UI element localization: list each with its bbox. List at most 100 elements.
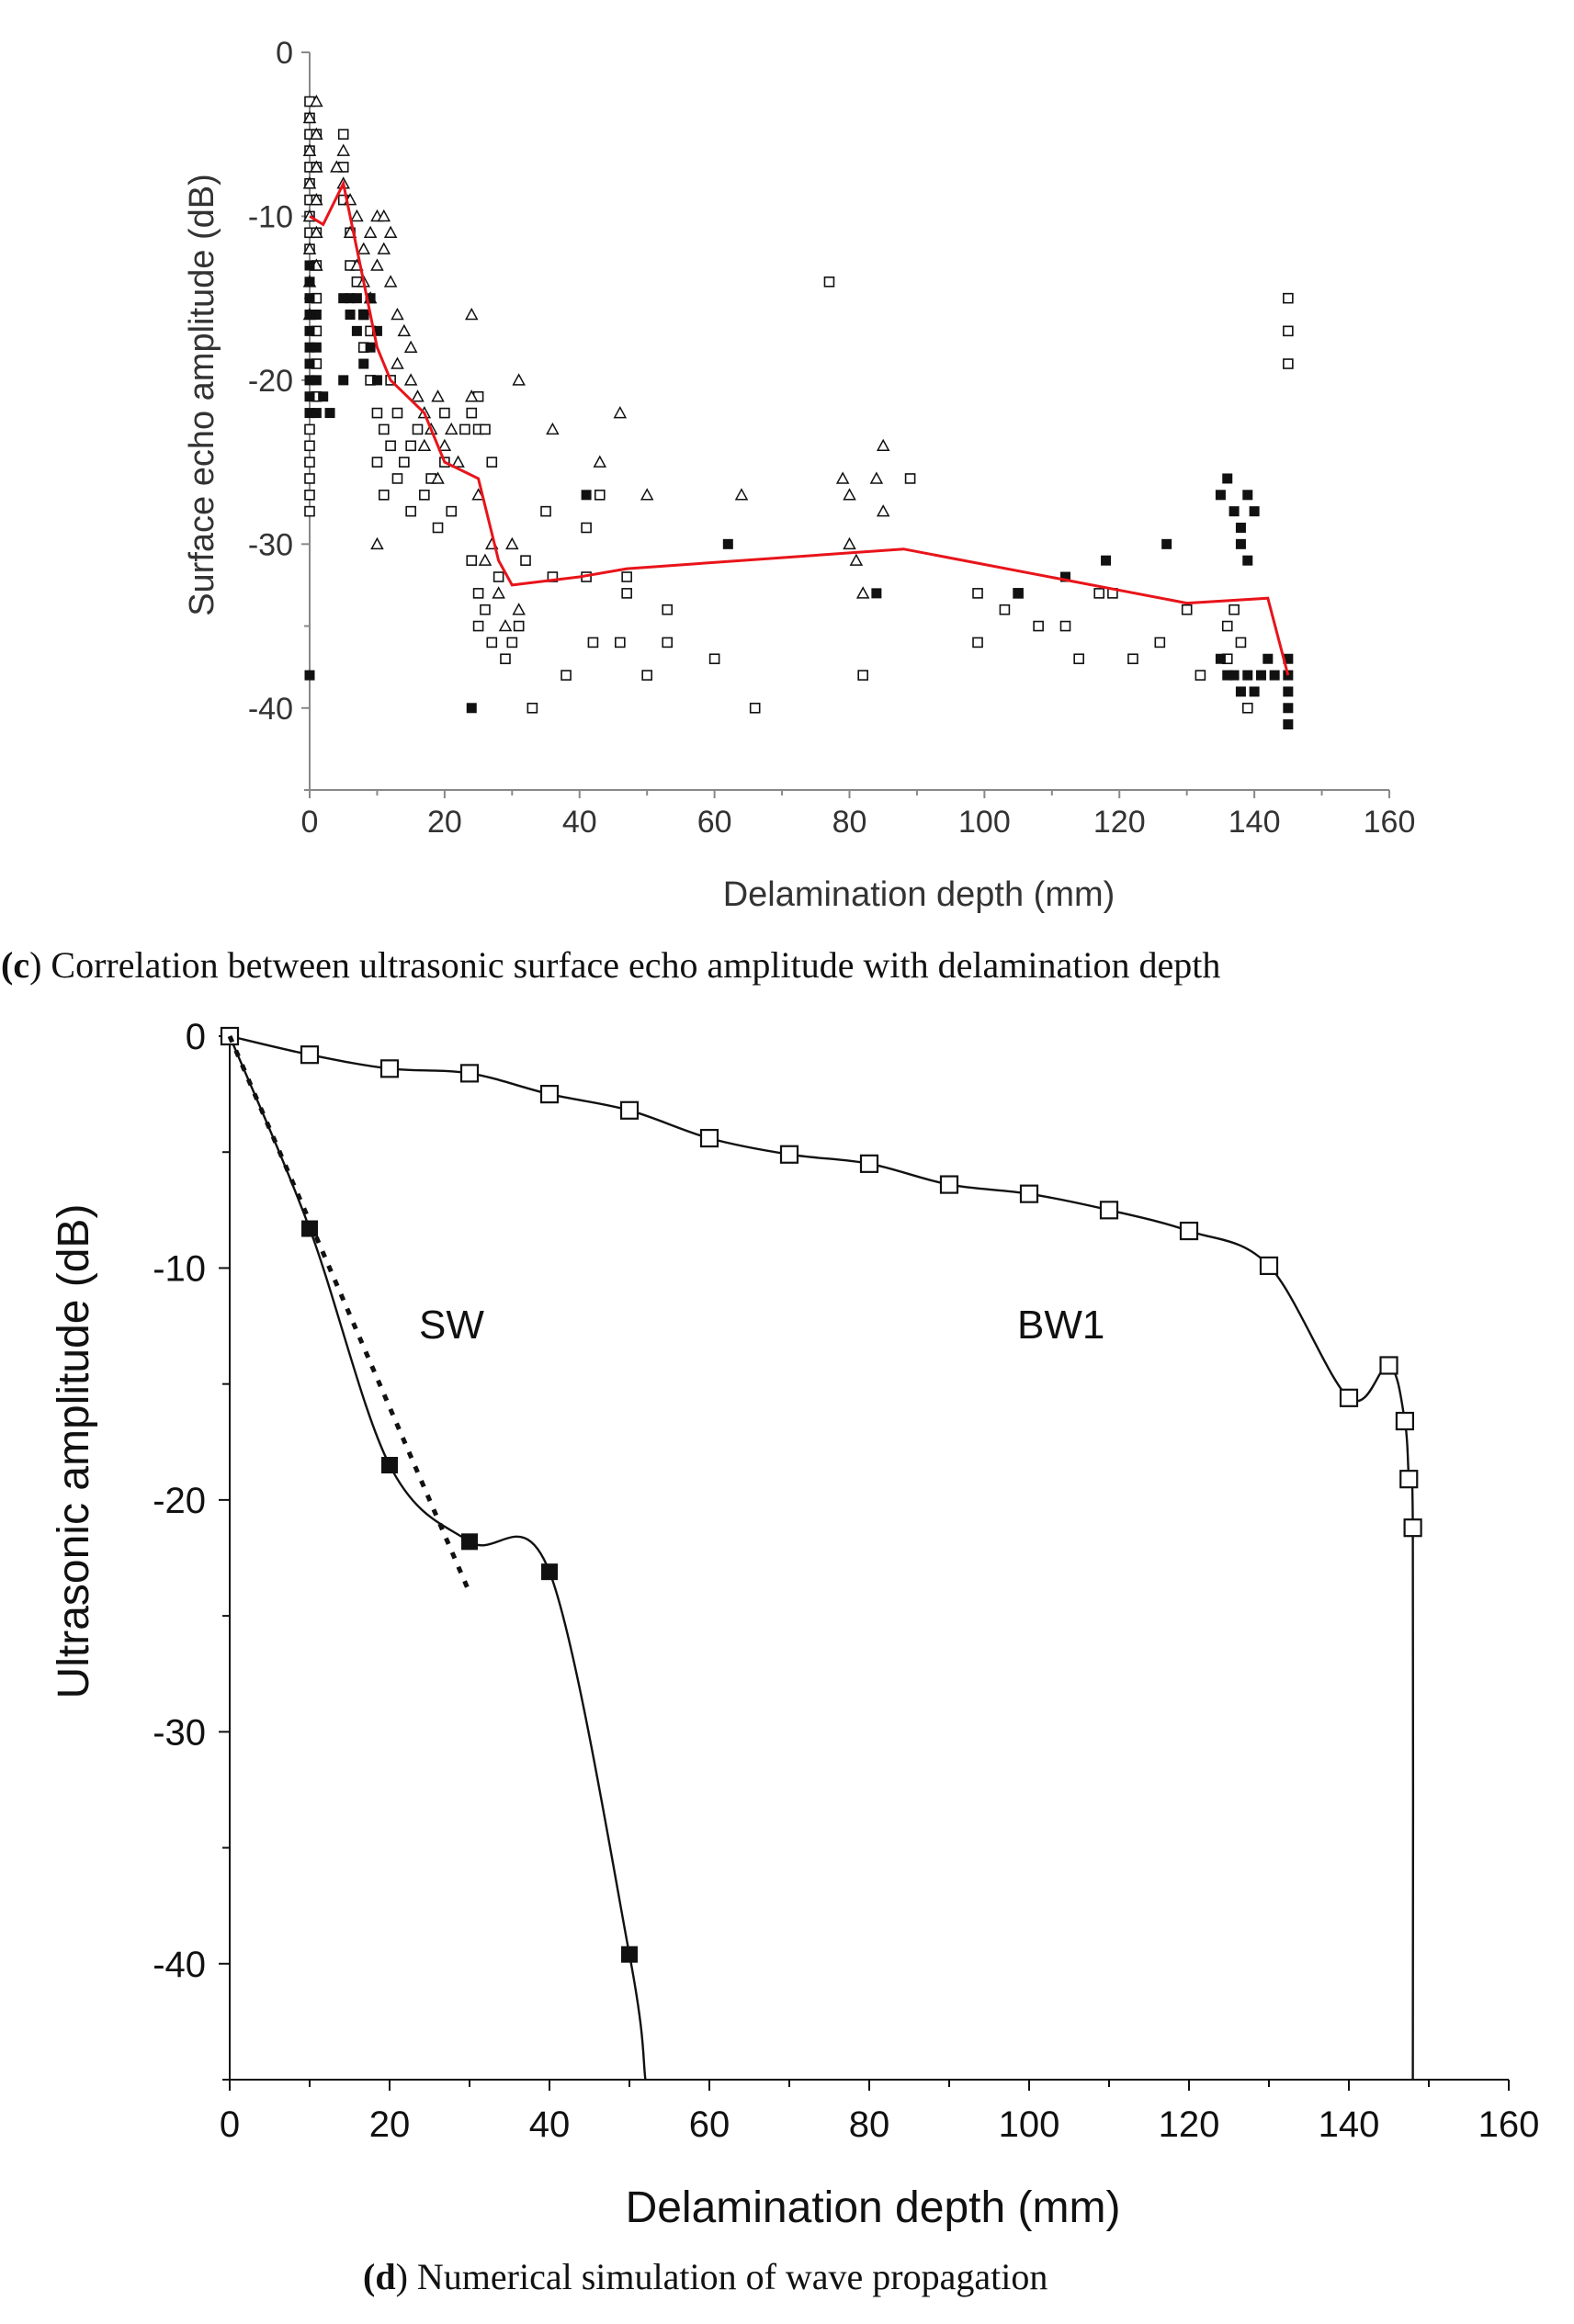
panel-d-y-axis-label: Ultrasonic amplitude (dB) [50, 1204, 98, 1699]
panel-c-open-square-point [459, 423, 470, 435]
panel-c-tick-labels: 0 20 40 60 80 100 120 140 160 0 -10 -20 -30 -40 [248, 36, 1416, 840]
panel-d-bw1-point [459, 1064, 480, 1083]
panel-d-bw1-point [859, 1154, 879, 1173]
panel-c-open-square-point [439, 407, 450, 419]
panel-c-open-triangle-point [377, 209, 391, 222]
panel-c-open-square-point [405, 505, 416, 517]
panel-c-open-square-point [1127, 653, 1138, 665]
panel-c-x-tick-label: 160 [1364, 805, 1416, 840]
panel-c-open-triangle-point [302, 242, 317, 254]
panel-d-x-tick-label: 80 [849, 2104, 890, 2145]
panel-c-caption-letter: c [13, 944, 29, 986]
panel-c-open-triangle-point [310, 225, 323, 239]
panel-c-filled-square-point [304, 276, 315, 288]
panel-d-sw-point [541, 1563, 558, 1581]
panel-c-open-square-point [399, 457, 410, 468]
panel-d-bw1-point [1395, 1411, 1415, 1431]
panel-c-filled-square-point [1215, 490, 1226, 501]
panel-c-filled-square-point [1283, 670, 1294, 681]
panel-c-open-triangle-point [350, 209, 364, 222]
panel-c-x-tick-label: 60 [697, 805, 732, 840]
panel-c-filled-square-point [1101, 555, 1112, 566]
panel-c-open-square-point [1033, 620, 1044, 632]
panel-c-filled-square-point [365, 342, 376, 353]
panel-d-x-tick-label: 100 [999, 2104, 1060, 2145]
panel-c-open-square-point [337, 129, 349, 141]
panel-c-x-tick-label: 20 [427, 805, 462, 840]
panel-c-caption: (c) Correlation between ultrasonic surfa… [1, 944, 1220, 986]
panel-c-open-triangle-point [451, 455, 465, 468]
panel-c-open-square-point [615, 637, 626, 649]
panel-d-y-tick-label: -40 [153, 1945, 206, 1985]
panel-d-bw1-point [1403, 1518, 1422, 1538]
panel-c-filled-square-point [871, 588, 882, 599]
panel-c-caption-text: ) Correlation between ultrasonic surface… [29, 944, 1220, 986]
panel-c-open-square-point [486, 637, 498, 649]
panel-d-bw1-point [699, 1128, 719, 1148]
panel-c-filled-square-point [365, 293, 376, 304]
panel-c-filled-square-point [1249, 506, 1260, 517]
panel-c-filled-square-point [318, 391, 329, 402]
panel-c-open-square-point [1073, 653, 1084, 665]
panel-c-open-square-point [371, 407, 383, 419]
panel-c-open-triangle-point [876, 438, 890, 452]
panel-c-open-square-point [304, 440, 315, 452]
panel-c-open-square-point [472, 620, 484, 632]
panel-c-open-square-point [1195, 670, 1206, 681]
panel-c-filled-square-point [304, 375, 315, 386]
panel-c-open-square-point [493, 571, 504, 582]
panel-c-y-axis-label: Surface echo amplitude (dB) [183, 174, 221, 616]
panel-c-open-triangle-point [492, 586, 505, 599]
panel-c-filled-square-point [1013, 588, 1024, 599]
panel-d-sw-trend-line [227, 1035, 472, 1594]
panel-c-filled-square-point [1060, 571, 1070, 582]
panel-c-open-square-point [540, 505, 551, 517]
panel-c-open-triangle-point [370, 258, 384, 271]
panel-c-open-square-point [304, 489, 315, 501]
panel-c-open-square-point [432, 522, 444, 534]
panel-c-filled-square-point [722, 538, 733, 549]
panel-c-filled-square-point [304, 408, 315, 419]
panel-c-open-triangle-point [505, 536, 519, 550]
panel-c-filled-square-point [1255, 670, 1266, 681]
panel-c-open-triangle-point [498, 618, 513, 632]
panel-c-open-square-point [513, 620, 525, 632]
panel-c-open-square-point [304, 457, 315, 468]
panel-c-open-square-point [1241, 702, 1253, 714]
panel-c-open-triangle-point [843, 488, 856, 501]
panel-c-filled-square-point [1242, 555, 1253, 566]
panel-d-bw1-point [539, 1085, 560, 1104]
panel-c-open-square-point [561, 670, 572, 681]
panel-d-y-tick-label: -10 [153, 1248, 206, 1289]
panel-c-filled-square-point [324, 408, 335, 419]
panel-c-open-square-point [823, 276, 835, 288]
panel-c-open-triangle-point [302, 176, 317, 189]
panel-c-filled-square-point [358, 358, 369, 369]
panel-c-filled-square-point [345, 293, 356, 304]
panel-c-open-triangle-point [640, 488, 654, 501]
panel-d-axes [219, 1035, 1510, 2091]
panel-c-open-square-point [371, 457, 383, 468]
panel-c-open-square-point [999, 604, 1011, 615]
panel-c-open-triangle-point [512, 603, 526, 615]
panel-c-y-tick-label: -40 [248, 692, 293, 727]
panel-c-open-square-point [304, 423, 315, 435]
panel-c-open-square-point [472, 588, 484, 599]
panel-c-x-tick-label: 0 [301, 805, 319, 840]
panel-c-open-triangle-point [843, 536, 856, 550]
panel-c-open-triangle-point [363, 225, 378, 239]
panel-c-open-square-point [621, 588, 632, 599]
panel-d-sw-curve [230, 1035, 647, 2080]
panel-d-bw1-point [619, 1100, 640, 1120]
panel-c-open-square-point [581, 522, 592, 534]
panel-d-sw-point [301, 1220, 318, 1237]
panel-c-filled-square-point [311, 375, 322, 386]
panel-c-filled-square-point [1283, 686, 1294, 697]
panel-d-sw-label: SW [419, 1303, 484, 1348]
panel-d-y-tick-label: -30 [153, 1712, 206, 1753]
panel-d-bw1-point [1179, 1221, 1199, 1241]
panel-c-open-square-point [1283, 358, 1294, 369]
panel-c-filled-square-point [304, 325, 315, 336]
panel-c-open-square-point [378, 423, 390, 435]
